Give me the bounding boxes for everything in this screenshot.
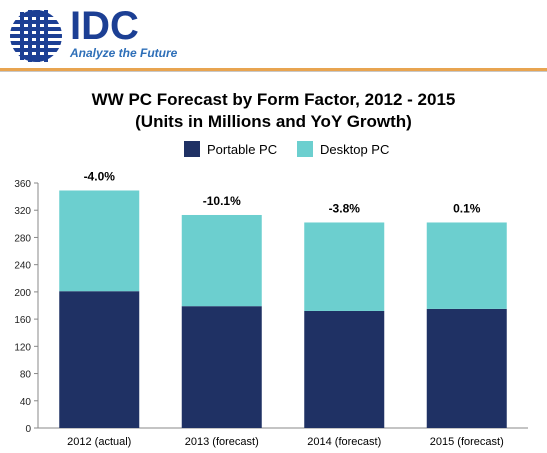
header-divider-shadow [0,71,547,72]
stacked-bar-chart: 0 40 80 120 160 200 240 280 320 360 -4.0% 2012 (act… [14,170,528,448]
y-tick-label: 80 [20,370,32,381]
bar-desktop-2 [304,222,385,311]
growth-label-3: 0.1% [453,201,481,215]
y-tick-label: 40 [20,397,32,408]
y-tick-label: 280 [14,233,31,244]
x-tick-label-3: 2015 (forecast) [430,436,504,448]
header-divider [0,68,547,71]
y-tick-label: 160 [14,315,31,326]
brand-tagline: Analyze the Future [70,46,178,60]
y-tick-label: 360 [14,179,31,190]
y-tick-label: 120 [14,342,31,353]
chart-legend: Portable PC Desktop PC [0,141,547,161]
legend-swatch-desktop [297,141,313,157]
bar-desktop-3 [426,222,507,309]
bar-portable-1 [181,306,262,428]
growth-label-1: -10.1% [203,194,241,208]
y-tick-label: 320 [14,206,31,217]
bar-portable-2 [304,310,385,428]
idc-globe-logo-icon [10,10,62,62]
y-tick-label: 240 [14,261,31,272]
x-tick-label-0: 2012 (actual) [67,436,131,448]
y-tick-label: 200 [14,288,31,299]
bar-desktop-0 [59,190,140,292]
growth-label-2: -3.8% [329,201,361,215]
header: IDC Analyze the Future [0,0,547,68]
legend-swatch-portable [184,141,200,157]
legend-label-desktop: Desktop PC [320,142,390,157]
y-tick-label: 0 [25,424,31,435]
bar-portable-3 [426,308,507,428]
chart-subtitle: (Units in Millions and YoY Growth) [135,112,412,131]
bar-portable-0 [59,291,140,428]
growth-label-0: -4.0% [84,170,116,183]
chart-title: WW PC Forecast by Form Factor, 2012 - 20… [91,90,456,109]
legend-label-portable: Portable PC [207,142,278,157]
x-tick-label-2: 2014 (forecast) [307,436,381,448]
brand-name: IDC [70,4,139,48]
bar-desktop-1 [181,214,262,307]
x-tick-label-1: 2013 (forecast) [185,436,259,448]
